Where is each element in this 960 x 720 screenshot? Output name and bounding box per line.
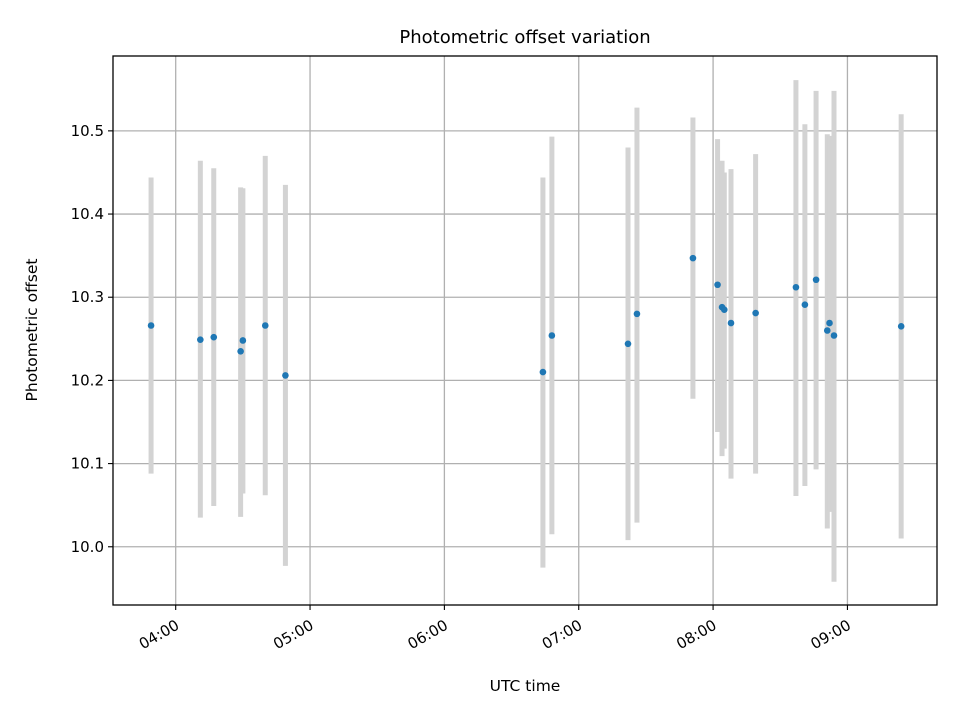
data-point — [282, 372, 289, 379]
data-point — [210, 333, 218, 341]
data-point — [633, 310, 641, 318]
y-tick-label: 10.0 — [71, 538, 104, 556]
y-tick-label: 10.4 — [71, 205, 104, 223]
data-point — [239, 337, 247, 344]
plot-frame — [112, 55, 938, 606]
data-point — [812, 276, 820, 284]
data-point — [792, 283, 800, 291]
data-point — [539, 368, 547, 376]
data-point — [823, 327, 831, 334]
y-tick-label: 10.2 — [71, 371, 104, 389]
x-axis-label: UTC time — [490, 677, 561, 695]
data-point — [897, 323, 905, 330]
data-point — [689, 254, 697, 262]
data-point — [147, 322, 155, 329]
data-point — [727, 319, 735, 327]
data-point — [714, 281, 721, 289]
data-point — [830, 332, 838, 339]
grid — [113, 56, 937, 605]
data-point — [826, 319, 833, 327]
y-tick-label: 10.3 — [71, 288, 104, 306]
data-point — [624, 340, 632, 348]
data-point — [752, 309, 759, 317]
y-tick-label: 10.5 — [71, 122, 104, 140]
y-axis-label: Photometric offset — [23, 259, 41, 402]
y-tick-label: 10.1 — [71, 455, 104, 473]
data-point — [720, 306, 728, 314]
data-point — [548, 332, 556, 339]
data-point — [261, 322, 269, 329]
data-points — [147, 254, 905, 379]
chart-title: Photometric offset variation — [399, 27, 650, 48]
data-point — [237, 347, 244, 355]
data-point — [801, 301, 809, 309]
data-point — [197, 336, 204, 343]
